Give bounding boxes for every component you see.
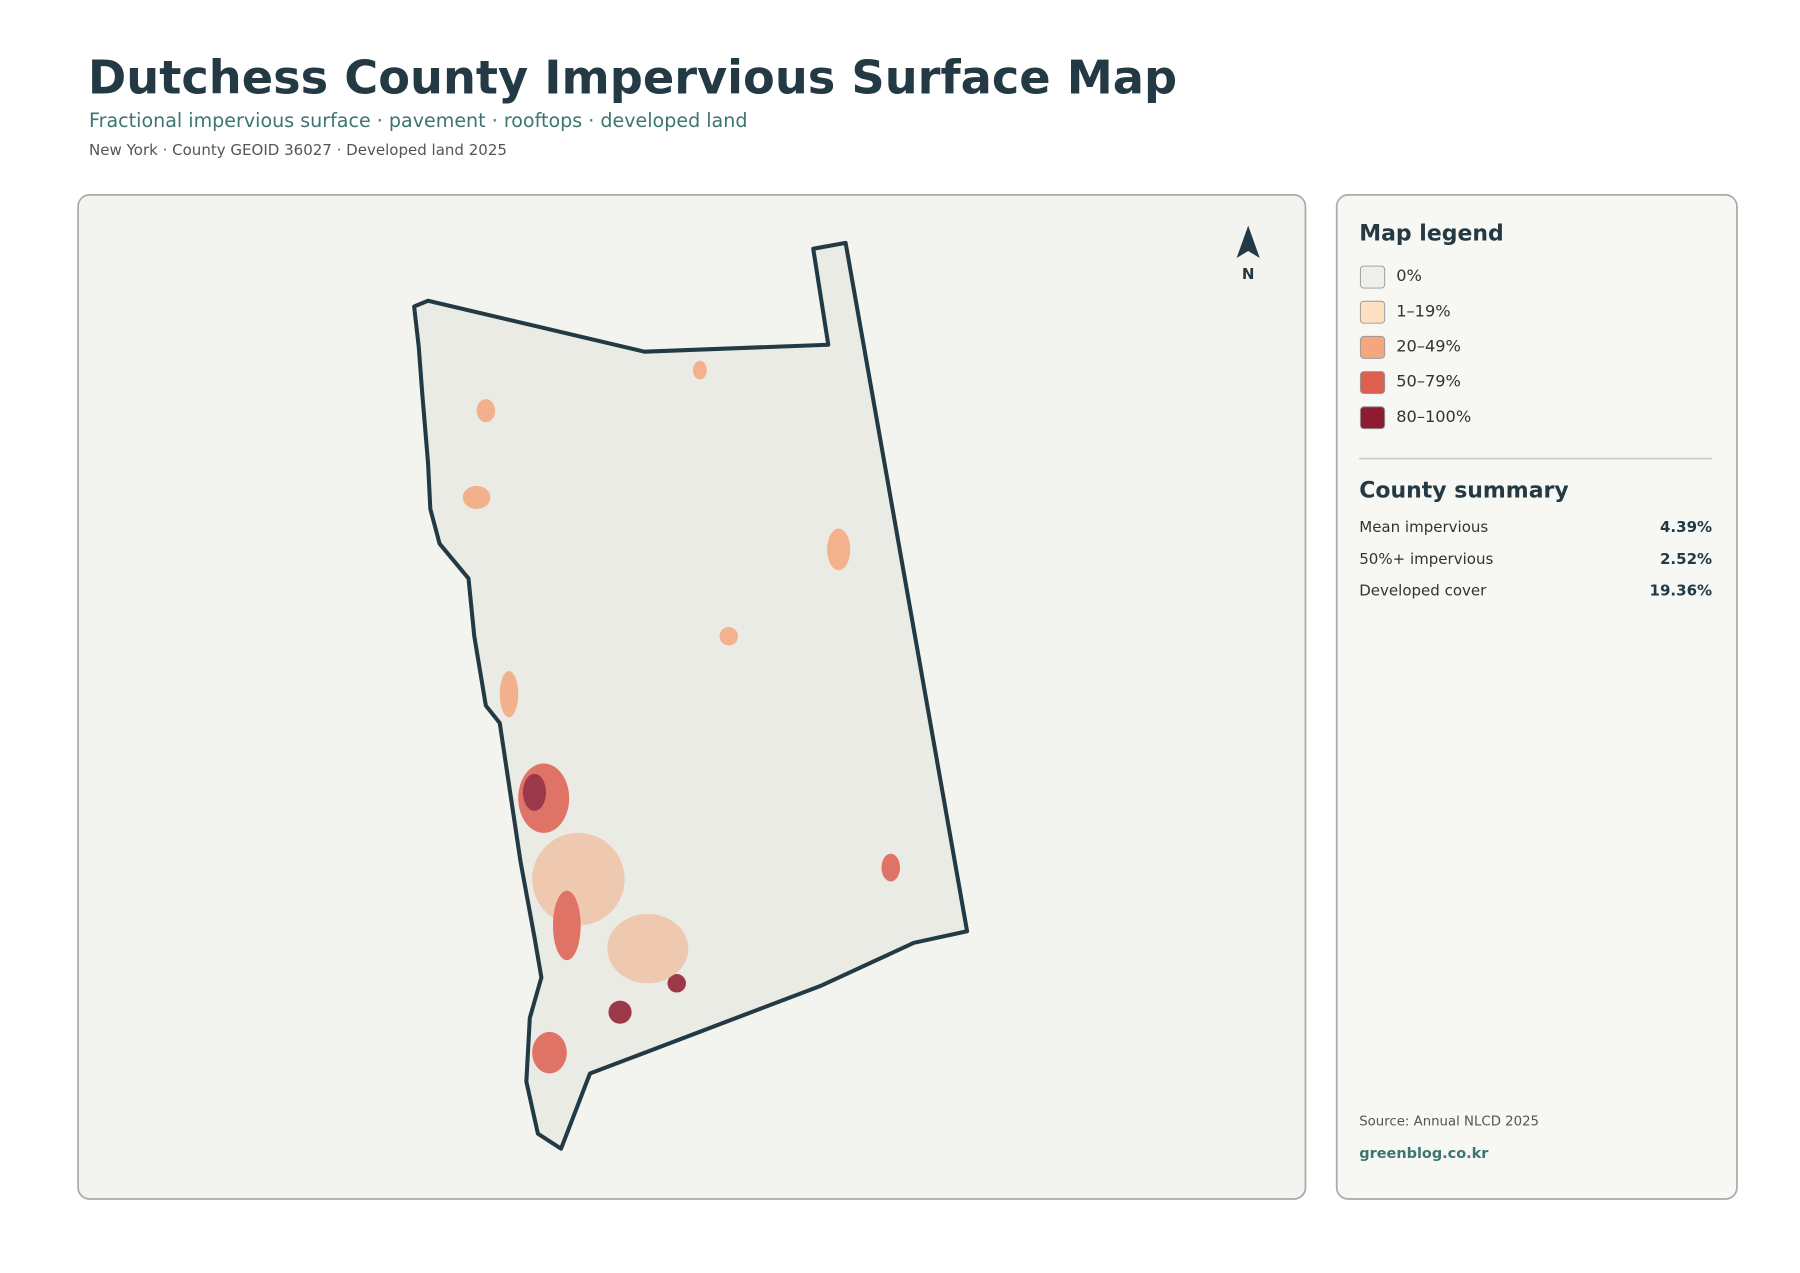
summary-rows: Mean impervious 4.39% 50%+ impervious 2.52%… [1359,518,1712,600]
legend-label: 20–49% [1396,336,1461,355]
summary-label: Developed cover [1359,582,1487,600]
north-arrow: N [1236,225,1260,283]
legend-label: 80–100% [1396,407,1471,426]
meta: New York · County GEOID 36027 · Develope… [89,141,507,159]
north-label: N [1242,265,1255,283]
summary-label: Mean impervious [1359,518,1488,536]
summary-value: 19.36% [1650,582,1713,600]
source: Source: Annual NLCD 2025 [1359,1115,1539,1130]
title: Dutchess County Impervious Surface Map [88,51,1177,105]
summary-label: 50%+ impervious [1359,550,1493,568]
legend-label: 0% [1396,266,1422,285]
legend-title: Map legend [1359,222,1503,247]
summary-value: 4.39% [1660,518,1712,536]
legend-swatch [1359,371,1386,395]
legend-swatch [1359,335,1386,359]
summary-value: 2.52% [1660,550,1712,568]
legend-items: 0% 1–19% 20–49% 50–79% 80–100% [1359,265,1471,430]
impervious-texture [462,360,900,1074]
legend-swatch [1359,406,1386,430]
subtitle: Fractional impervious surface · pavement… [89,110,747,132]
legend-label: 1–19% [1396,301,1450,320]
legend-swatch [1359,300,1386,324]
summary-title: County summary [1359,478,1568,503]
site: greenblog.co.kr [1359,1146,1489,1162]
legend-label: 50–79% [1396,372,1461,391]
county-shape [412,240,970,1151]
county-map: N [412,225,1260,1151]
legend-panel [1335,194,1738,1200]
layout: Dutchess County Impervious Surface Map F… [77,51,1738,1200]
legend-swatch [1359,265,1386,289]
